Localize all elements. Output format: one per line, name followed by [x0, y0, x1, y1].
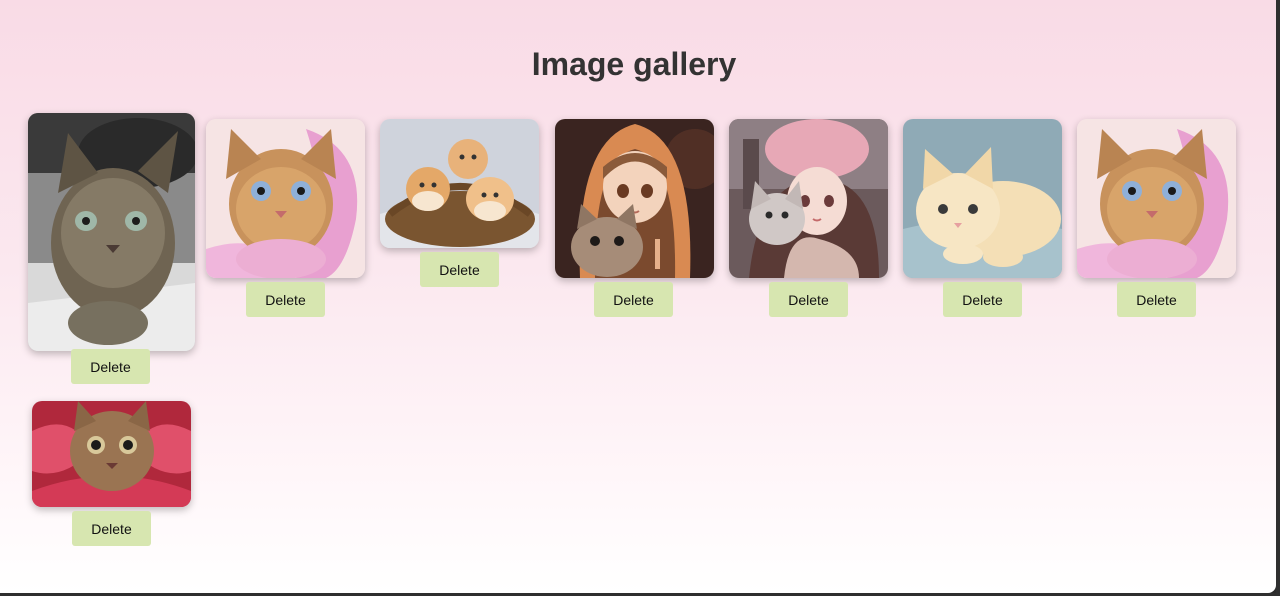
delete-button[interactable]: Delete	[594, 282, 673, 317]
delete-button[interactable]: Delete	[943, 282, 1022, 317]
gallery-image-tabby-kitten[interactable]	[28, 113, 195, 351]
delete-button[interactable]: Delete	[71, 349, 150, 384]
page-title: Image gallery	[531, 46, 737, 82]
window-right-edge	[1276, 0, 1280, 596]
delete-button[interactable]: Delete	[420, 252, 499, 287]
gallery-image-kitten-pink-ribbon[interactable]	[1077, 119, 1236, 278]
delete-button[interactable]: Delete	[72, 511, 151, 546]
gallery-image-cream-kitten[interactable]	[903, 119, 1062, 278]
gallery-image-girl-pink-hat[interactable]	[729, 119, 888, 278]
delete-button[interactable]: Delete	[246, 282, 325, 317]
delete-button[interactable]: Delete	[769, 282, 848, 317]
gallery-image-kitten-pink-ribbon[interactable]	[206, 119, 365, 278]
gallery-image-kitten-red-ribbons[interactable]	[32, 401, 191, 507]
delete-button[interactable]: Delete	[1117, 282, 1196, 317]
window-bottom-edge	[0, 593, 1280, 596]
gallery-image-girl-orange-hoodie[interactable]	[555, 119, 714, 278]
gallery-image-kittens-basket[interactable]	[380, 119, 539, 248]
